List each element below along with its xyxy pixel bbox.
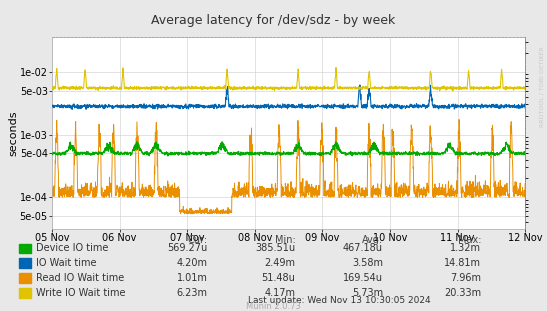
Text: Device IO time: Device IO time [36,244,108,253]
Text: 169.54u: 169.54u [343,273,383,283]
Text: Average latency for /dev/sdz - by week: Average latency for /dev/sdz - by week [152,14,395,27]
Y-axis label: seconds: seconds [8,110,18,156]
Text: Last update: Wed Nov 13 10:30:05 2024: Last update: Wed Nov 13 10:30:05 2024 [248,296,430,305]
Text: Avg:: Avg: [362,235,383,245]
Text: Write IO Wait time: Write IO Wait time [36,288,125,298]
Text: 2.49m: 2.49m [264,258,295,268]
Text: IO Wait time: IO Wait time [36,258,96,268]
Text: Min:: Min: [275,235,295,245]
Text: 7.96m: 7.96m [450,273,481,283]
Text: 5.73m: 5.73m [352,288,383,298]
Text: RRDTOOL / TOBI OETIKER: RRDTOOL / TOBI OETIKER [539,47,544,128]
Text: 4.17m: 4.17m [264,288,295,298]
Text: 14.81m: 14.81m [444,258,481,268]
Text: Munin 2.0.73: Munin 2.0.73 [246,302,301,311]
Text: 1.01m: 1.01m [177,273,208,283]
Text: 6.23m: 6.23m [177,288,208,298]
Text: Read IO Wait time: Read IO Wait time [36,273,124,283]
Text: Cur:: Cur: [188,235,208,245]
Text: 20.33m: 20.33m [444,288,481,298]
Text: 1.32m: 1.32m [450,244,481,253]
Text: Max:: Max: [458,235,481,245]
Text: 569.27u: 569.27u [167,244,208,253]
Text: 3.58m: 3.58m [352,258,383,268]
Text: 385.51u: 385.51u [255,244,295,253]
Text: 4.20m: 4.20m [177,258,208,268]
Text: 51.48u: 51.48u [261,273,295,283]
Text: 467.18u: 467.18u [343,244,383,253]
